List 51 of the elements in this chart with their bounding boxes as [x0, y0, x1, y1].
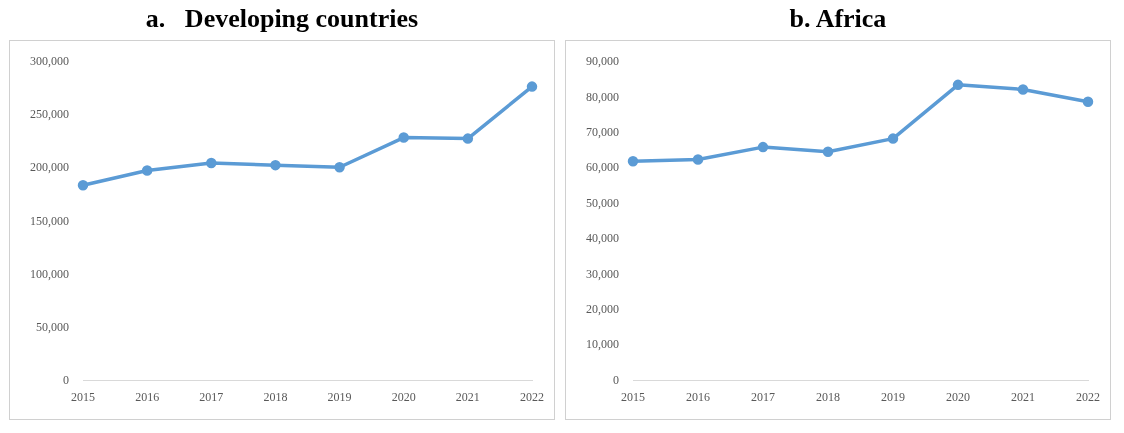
- point: [206, 157, 217, 169]
- point: [1082, 96, 1094, 108]
- point: [757, 141, 769, 153]
- y-tick-label: 90,000: [586, 54, 619, 69]
- x-tick-label: 2015: [621, 389, 645, 404]
- y-tick-label: 0: [63, 372, 69, 387]
- x-tick-label: 2019: [881, 389, 905, 404]
- y-tick-label: 70,000: [586, 125, 619, 140]
- point: [692, 154, 704, 165]
- y-tick-label: 200,000: [30, 160, 69, 175]
- point: [334, 162, 345, 173]
- point: [398, 132, 409, 143]
- x-tick-label: 2017: [751, 389, 775, 404]
- point: [887, 133, 899, 144]
- point: [627, 156, 639, 167]
- x-tick-label: 2022: [520, 389, 544, 404]
- y-tick-label: 60,000: [586, 160, 619, 175]
- point: [270, 159, 281, 171]
- x-tick-label: 2017: [199, 389, 224, 404]
- chart-title: a. Developing countries: [145, 4, 419, 35]
- point: [1017, 84, 1029, 95]
- x-tick-label: 2021: [455, 389, 480, 404]
- y-tick-label: 80,000: [586, 89, 619, 104]
- x-tick-label: 2021: [1011, 389, 1035, 404]
- y-tick-label: 10,000: [586, 337, 619, 352]
- x-tick-label: 2015: [71, 389, 95, 404]
- x-tick-label: 2022: [1076, 389, 1100, 404]
- y-tick-label: 50,000: [586, 195, 619, 210]
- y-tick-label: 150,000: [30, 213, 69, 228]
- point: [526, 81, 538, 92]
- x-tick-label: 2018: [816, 389, 840, 404]
- y-tick-label: 20,000: [586, 302, 619, 316]
- x-tick-label: 2020: [946, 389, 970, 404]
- y-tick-label: 50,000: [36, 319, 69, 334]
- x-tick-label: 2018: [263, 389, 288, 404]
- x-tick-label: 2016: [135, 389, 160, 404]
- x-tick-label: 2019: [327, 389, 352, 404]
- point: [77, 180, 89, 191]
- y-tick-label: 0: [613, 372, 619, 387]
- x-tick-label: 2016: [686, 389, 710, 404]
- x-tick-label: 2020: [391, 389, 416, 404]
- y-tick-label: 30,000: [586, 266, 619, 281]
- y-tick-label: 40,000: [586, 231, 619, 246]
- y-tick-label: 100,000: [30, 266, 69, 281]
- point: [822, 146, 834, 157]
- y-tick-label: 250,000: [30, 107, 69, 122]
- point: [952, 79, 964, 91]
- point: [141, 165, 153, 176]
- chart-title: b. Africa: [789, 4, 887, 35]
- point: [462, 133, 474, 144]
- y-tick-label: 300,000: [30, 54, 69, 69]
